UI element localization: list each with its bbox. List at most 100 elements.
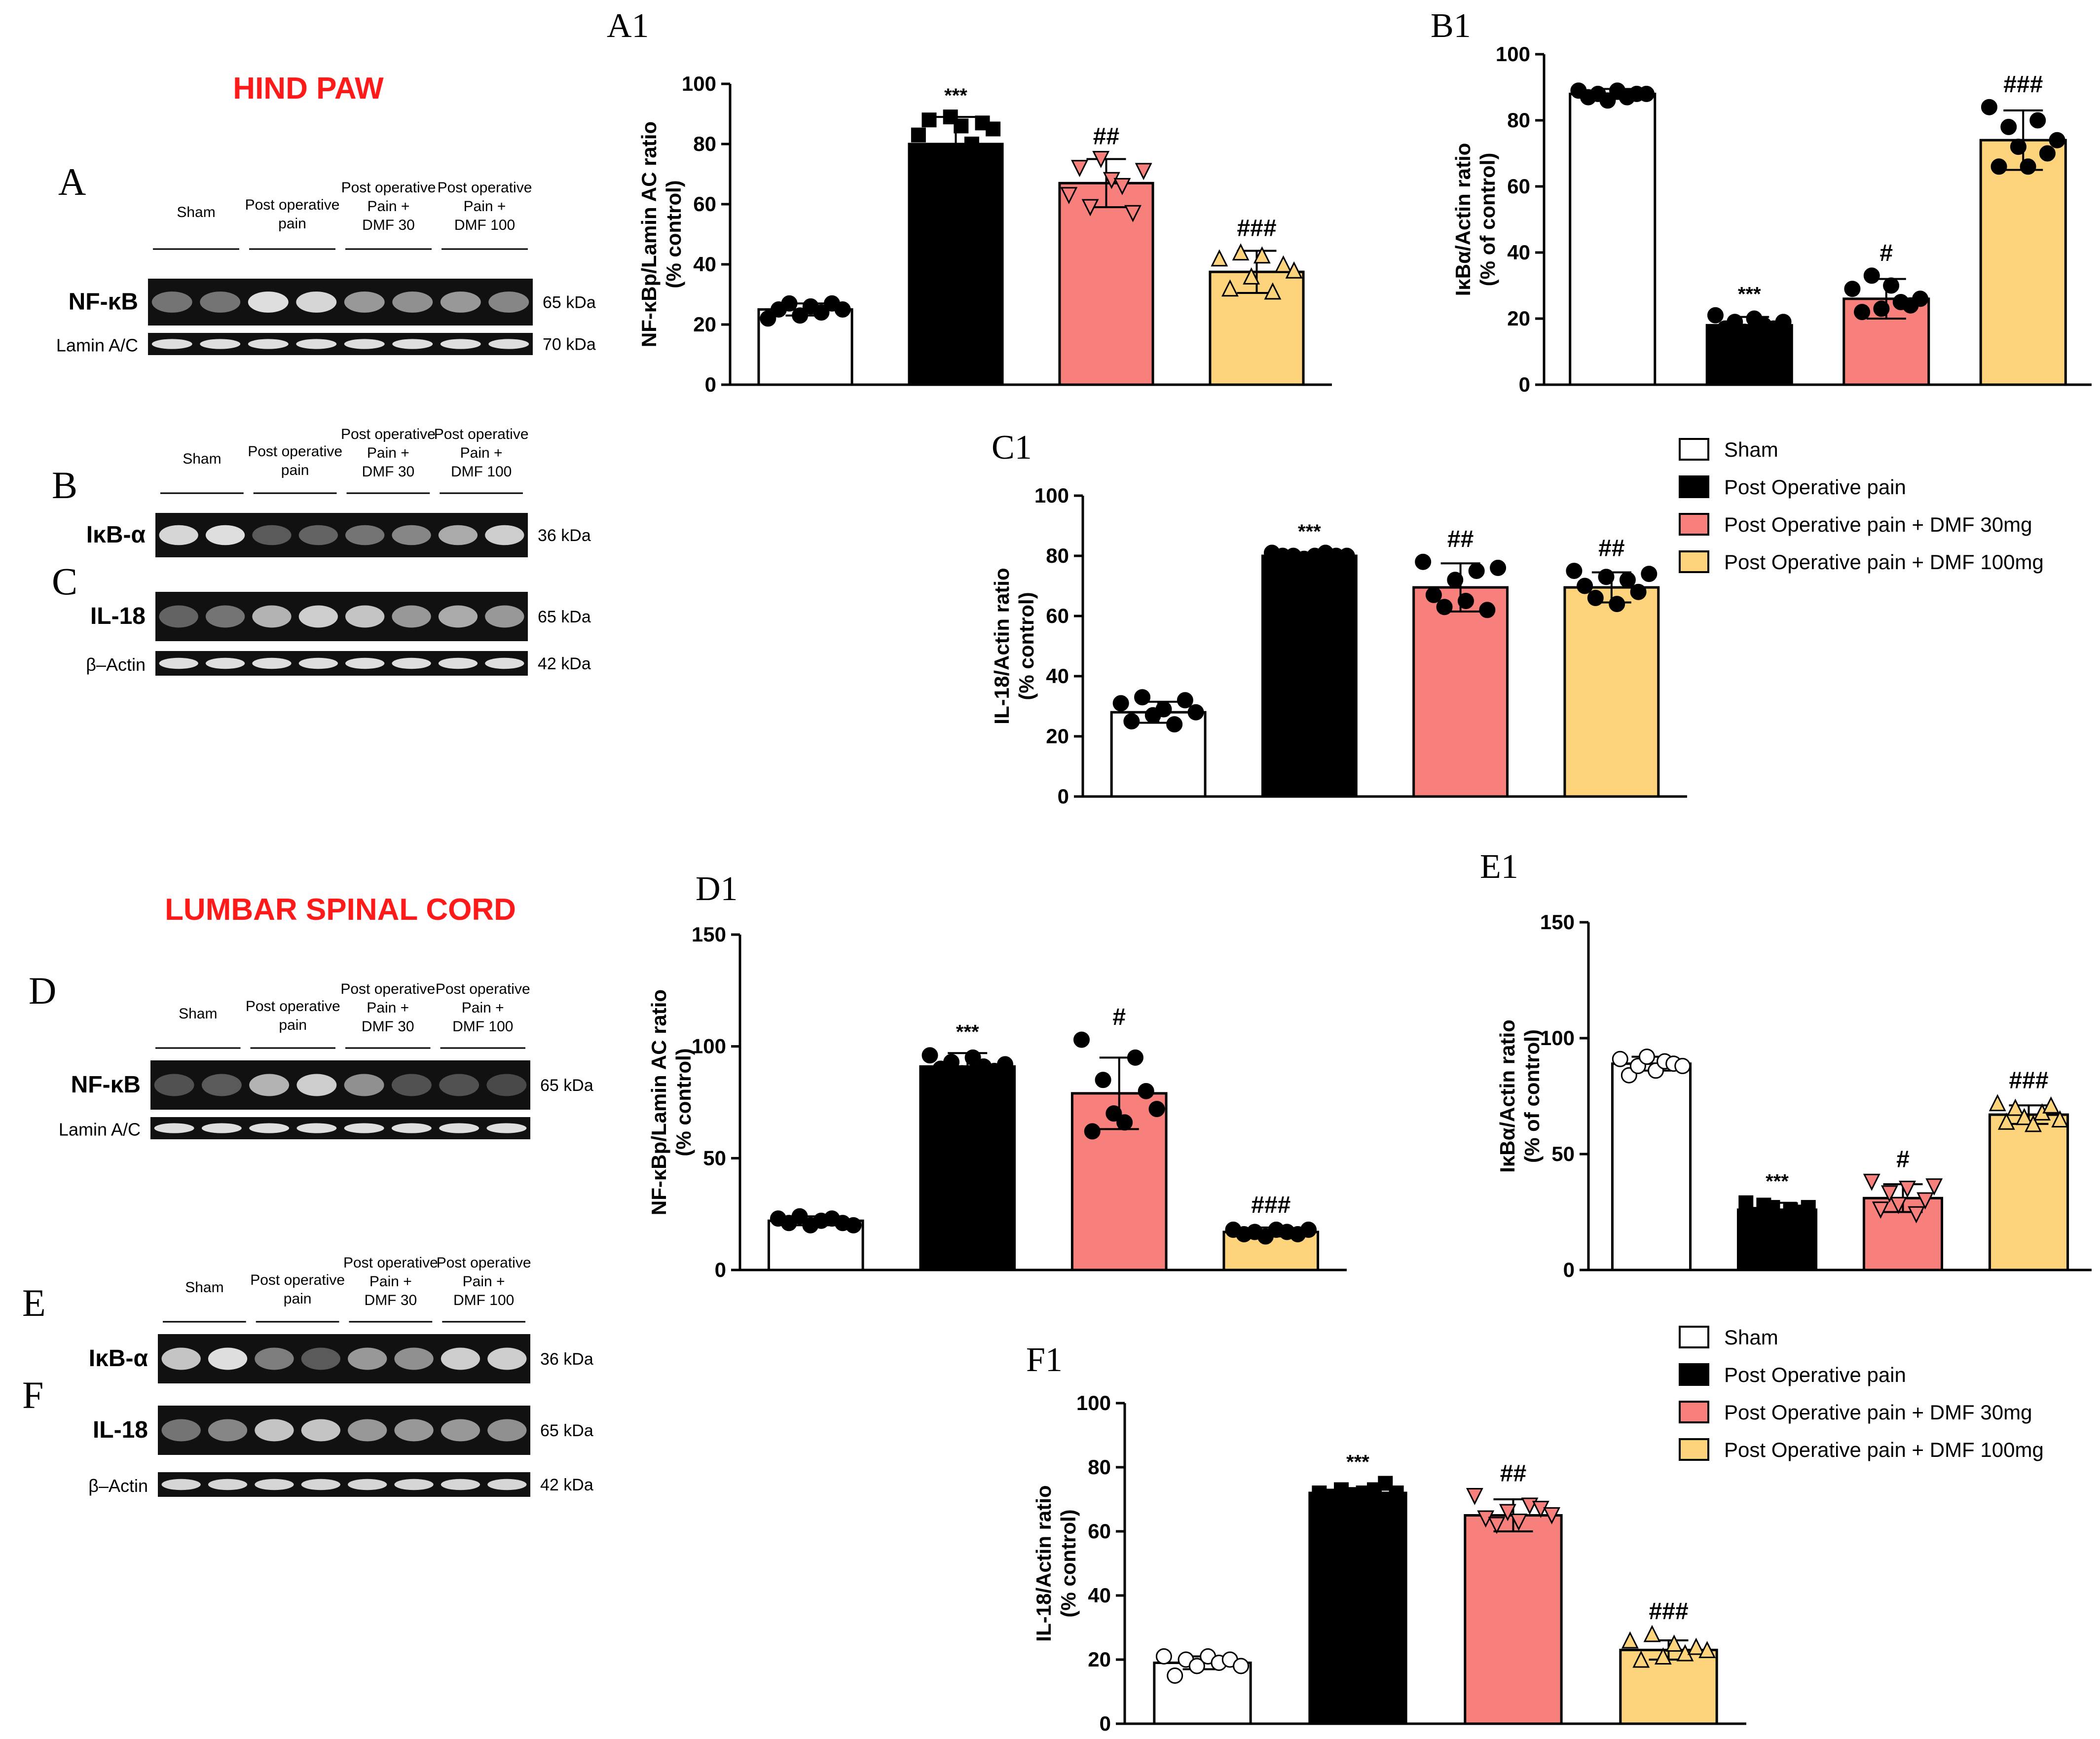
data-point <box>1112 695 1129 712</box>
data-point <box>1488 1517 1506 1534</box>
bar <box>1611 1062 1692 1271</box>
data-point <box>1990 158 2007 175</box>
data-point <box>1872 1201 1889 1219</box>
data-point <box>1621 1631 1639 1649</box>
data-point <box>1221 279 1239 297</box>
legend-swatch <box>1679 438 1709 461</box>
y-tick-label: 50 <box>1551 1142 1575 1165</box>
significance-label: # <box>1112 1004 1126 1030</box>
y-tick-label: 80 <box>1046 544 1069 567</box>
blot-band <box>439 1123 479 1133</box>
blot-band <box>487 1347 527 1370</box>
data-point <box>1854 304 1871 321</box>
blot-band <box>392 605 431 628</box>
data-point <box>2029 112 2046 129</box>
data-point <box>1155 701 1172 718</box>
blot-band <box>154 1123 194 1133</box>
data-point <box>781 295 798 312</box>
data-point <box>1863 1173 1880 1191</box>
data-point <box>1736 324 1753 340</box>
significance-label: ### <box>1649 1598 1688 1625</box>
lane-label: DMF 100 <box>452 1018 513 1035</box>
lane-label: DMF 30 <box>362 217 415 233</box>
lane-label: Pain + <box>368 198 410 215</box>
blot-band <box>485 525 524 545</box>
data-point <box>997 1056 1014 1073</box>
legend-swatch <box>1679 1363 1709 1386</box>
legend-1: Sham Post Operative pain Post Operative pa… <box>1679 438 2044 574</box>
blot-band <box>252 657 292 669</box>
lane-label: Pain + <box>369 1273 412 1290</box>
data-point <box>1188 1658 1205 1674</box>
data-point <box>1084 1123 1101 1140</box>
legend-label: Sham <box>1724 1326 1778 1349</box>
band-label: β–Actin <box>86 654 146 675</box>
blot-band <box>298 605 338 628</box>
significance-label: # <box>1879 240 1893 266</box>
data-point <box>1587 589 1604 606</box>
y-axis-label: (% control) <box>1015 592 1038 700</box>
significance-label: ## <box>1093 124 1119 150</box>
blot-band <box>252 605 292 628</box>
significance-label: *** <box>1298 521 1321 543</box>
blot-band <box>394 1347 434 1370</box>
data-point <box>1166 716 1183 733</box>
band-label: β–Actin <box>88 1476 148 1496</box>
data-point <box>1095 1072 1111 1088</box>
data-point <box>943 1053 960 1070</box>
y-tick-label: 20 <box>1507 307 1530 330</box>
lane-label: Post operative <box>343 1255 438 1271</box>
blot-band <box>151 291 192 313</box>
blot-band <box>344 1123 384 1133</box>
kda-label: 36 kDa <box>540 1350 593 1369</box>
y-tick-label: 0 <box>1100 1712 1111 1735</box>
data-point <box>834 301 851 318</box>
lane-label: Post operative <box>250 1272 345 1288</box>
kda-label: 65 kDa <box>540 1421 593 1440</box>
blot-band <box>487 1419 527 1442</box>
y-tick-label: 60 <box>1088 1520 1111 1543</box>
data-point <box>2042 1096 2060 1114</box>
bar <box>1412 586 1509 798</box>
data-point <box>1873 300 1890 317</box>
data-point <box>1073 1031 1090 1048</box>
data-point <box>1989 1094 2006 1112</box>
y-tick-label: 20 <box>693 313 716 336</box>
data-point <box>921 1047 938 1064</box>
data-point <box>1543 1507 1561 1524</box>
bar <box>908 143 1004 386</box>
data-point <box>1883 277 1900 294</box>
kda-label: 42 kDa <box>540 1476 593 1494</box>
lane-label: Pain + <box>462 1000 504 1016</box>
data-point <box>1155 1648 1172 1665</box>
chart-title: F1 <box>1026 1341 1063 1379</box>
bar <box>1988 1113 2069 1271</box>
chart-C1: C1 0 20 40 60 80 100 IL-18/Actin ratio (% contro… <box>990 429 1687 808</box>
chart-A1: A1 0 20 40 60 80 100 NF-κBp/Lamin AC ratio (% co… <box>607 7 1332 396</box>
legend-label: Post Operative pain <box>1724 475 1906 499</box>
y-axis-label: IL-18/Actin ratio <box>990 568 1013 724</box>
lane-label: Post operative <box>246 998 340 1014</box>
data-point <box>1981 99 1997 115</box>
data-point <box>1479 602 1496 618</box>
y-axis-label: (% control) <box>662 180 685 288</box>
blot-band <box>344 1074 384 1096</box>
lane-label: pain <box>278 216 306 232</box>
data-point <box>911 127 926 143</box>
data-point <box>1232 243 1250 261</box>
lane-label: Post operative <box>437 1255 531 1271</box>
panel-letter: D <box>29 969 56 1012</box>
y-tick-label: 100 <box>1540 1026 1575 1050</box>
blot-band <box>154 1074 194 1096</box>
lane-label: DMF 100 <box>451 464 512 480</box>
kda-label: 36 kDa <box>538 526 591 545</box>
blot-band <box>391 1123 432 1133</box>
legend-swatch <box>1679 513 1709 536</box>
data-point <box>1468 563 1485 579</box>
data-point <box>1863 267 1880 284</box>
blot-band <box>486 1074 527 1096</box>
significance-label: *** <box>1766 1171 1789 1193</box>
chart-title: E1 <box>1480 848 1518 886</box>
chart-title: D1 <box>696 870 738 908</box>
chart-title: A1 <box>607 7 649 45</box>
